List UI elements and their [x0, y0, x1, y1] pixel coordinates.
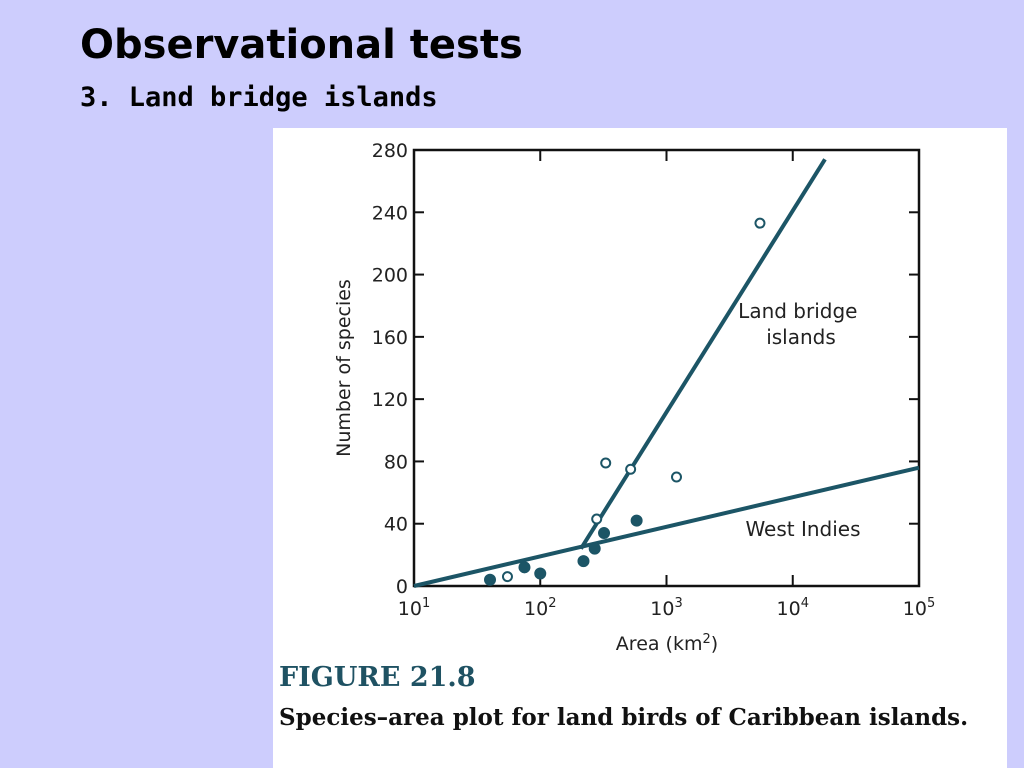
- x-tick-label-100000: 105: [903, 596, 935, 620]
- series-label-land-bridge-line-2: islands: [766, 325, 836, 349]
- y-tick-label-120: 120: [372, 389, 408, 411]
- slide-subtitle: 3. Land bridge islands: [80, 82, 438, 113]
- y-tick-label-160: 160: [372, 327, 408, 349]
- west-indies-point-6: [630, 514, 643, 527]
- figure-caption: Species–area plot for land birds of Cari…: [279, 704, 969, 731]
- land-bridge-point-1: [591, 513, 603, 525]
- west-indies-point-5: [598, 527, 611, 540]
- fit-line-west-indies: [413, 465, 920, 588]
- y-tick-label-240: 240: [372, 202, 408, 224]
- species-area-chart: 0 40 80 120 160 200 240 280 101 102 103 104 105 Numb…: [333, 140, 935, 655]
- land-bridge-point-5: [754, 217, 766, 229]
- figure-label: FIGURE 21.8: [279, 662, 476, 693]
- land-bridge-point-3: [625, 463, 637, 475]
- x-tick-label-10: 101: [398, 596, 430, 620]
- y-tick-label-0: 0: [396, 576, 408, 598]
- series-label-land-bridge-line-1: Land bridge: [738, 299, 857, 323]
- x-axis-title: Area (km2): [616, 632, 718, 655]
- west-indies-point-0: [484, 573, 497, 586]
- west-indies-point-4: [588, 542, 601, 555]
- x-tick-label-10000: 104: [777, 596, 809, 620]
- land-bridge-point-2: [600, 457, 612, 469]
- fit-line-land-bridge: [579, 158, 827, 550]
- y-tick-label-200: 200: [372, 265, 408, 287]
- series-label-land-bridge: Land bridge islands: [738, 299, 864, 349]
- y-tick-label-280: 280: [372, 140, 408, 162]
- west-indies-point-3: [577, 555, 590, 568]
- y-tick-label-80: 80: [384, 451, 408, 473]
- west-indies-point-1: [518, 561, 531, 574]
- slide-title: Observational tests: [80, 22, 523, 68]
- x-tick-label-100: 102: [524, 596, 556, 620]
- west-indies-point-2: [534, 567, 547, 580]
- figure-panel: 0 40 80 120 160 200 240 280 101 102 103 104 105 Numb…: [273, 128, 1007, 768]
- land-bridge-point-4: [670, 471, 682, 483]
- y-tick-label-40: 40: [384, 514, 408, 536]
- series-label-west-indies: West Indies: [745, 517, 860, 541]
- x-tick-label-1000: 103: [650, 596, 682, 620]
- land-bridge-point-0: [501, 571, 513, 583]
- y-axis-title: Number of species: [333, 279, 355, 457]
